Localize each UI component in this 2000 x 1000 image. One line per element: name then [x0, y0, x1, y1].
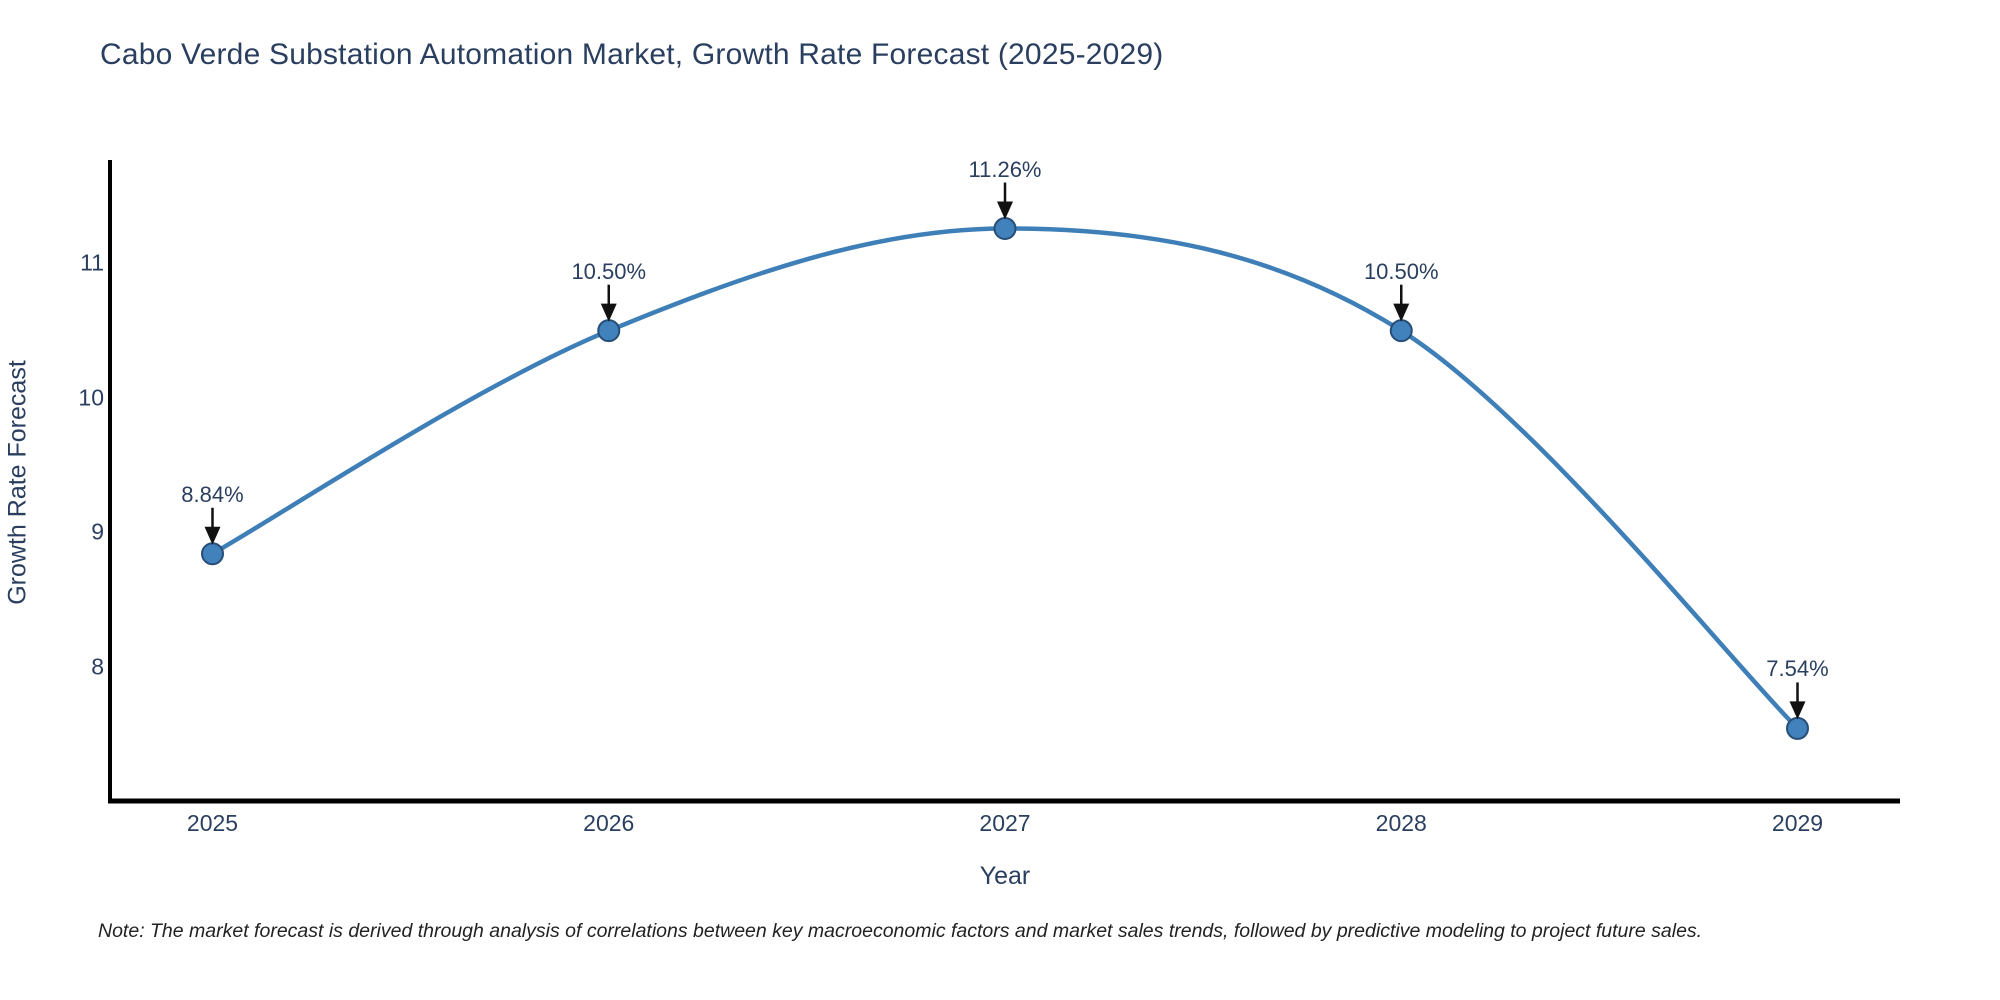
x-tick-label: 2025 — [186, 810, 239, 836]
footnote: Note: The market forecast is derived thr… — [98, 920, 1703, 942]
annotation-arrowhead — [1789, 701, 1806, 720]
chart-title: Cabo Verde Substation Automation Market,… — [100, 38, 1164, 71]
x-tick-label: 2027 — [979, 810, 1031, 836]
data-point-marker — [1389, 319, 1413, 343]
annotation-label: 7.54% — [1766, 656, 1829, 682]
annotation-label: 8.84% — [181, 481, 244, 507]
data-point-marker — [1786, 716, 1809, 740]
annotation-arrowhead — [1393, 303, 1410, 322]
y-tick-label: 8 — [91, 653, 104, 680]
annotation-label: 11.26% — [968, 156, 1042, 182]
x-tick-label: 2029 — [1771, 810, 1824, 836]
data-point-marker — [201, 542, 224, 566]
annotation-label: 10.50% — [1363, 258, 1439, 284]
x-axis-title: Year — [979, 862, 1031, 890]
annotation-label: 10.50% — [571, 258, 647, 284]
y-tick-label: 11 — [80, 249, 104, 276]
y-axis-title: Growth Rate Forecast — [3, 360, 32, 605]
annotation-arrowhead — [997, 201, 1013, 220]
y-tick-label: 10 — [78, 384, 104, 411]
annotation-arrowhead — [600, 303, 617, 322]
data-point-marker — [993, 217, 1017, 241]
x-tick-label: 2028 — [1375, 810, 1427, 836]
data-point-marker — [597, 319, 621, 343]
line-series-path — [211, 226, 1800, 730]
annotation-arrowhead — [204, 526, 221, 545]
y-tick-label: 9 — [91, 518, 104, 545]
x-tick-label: 2026 — [583, 810, 635, 836]
